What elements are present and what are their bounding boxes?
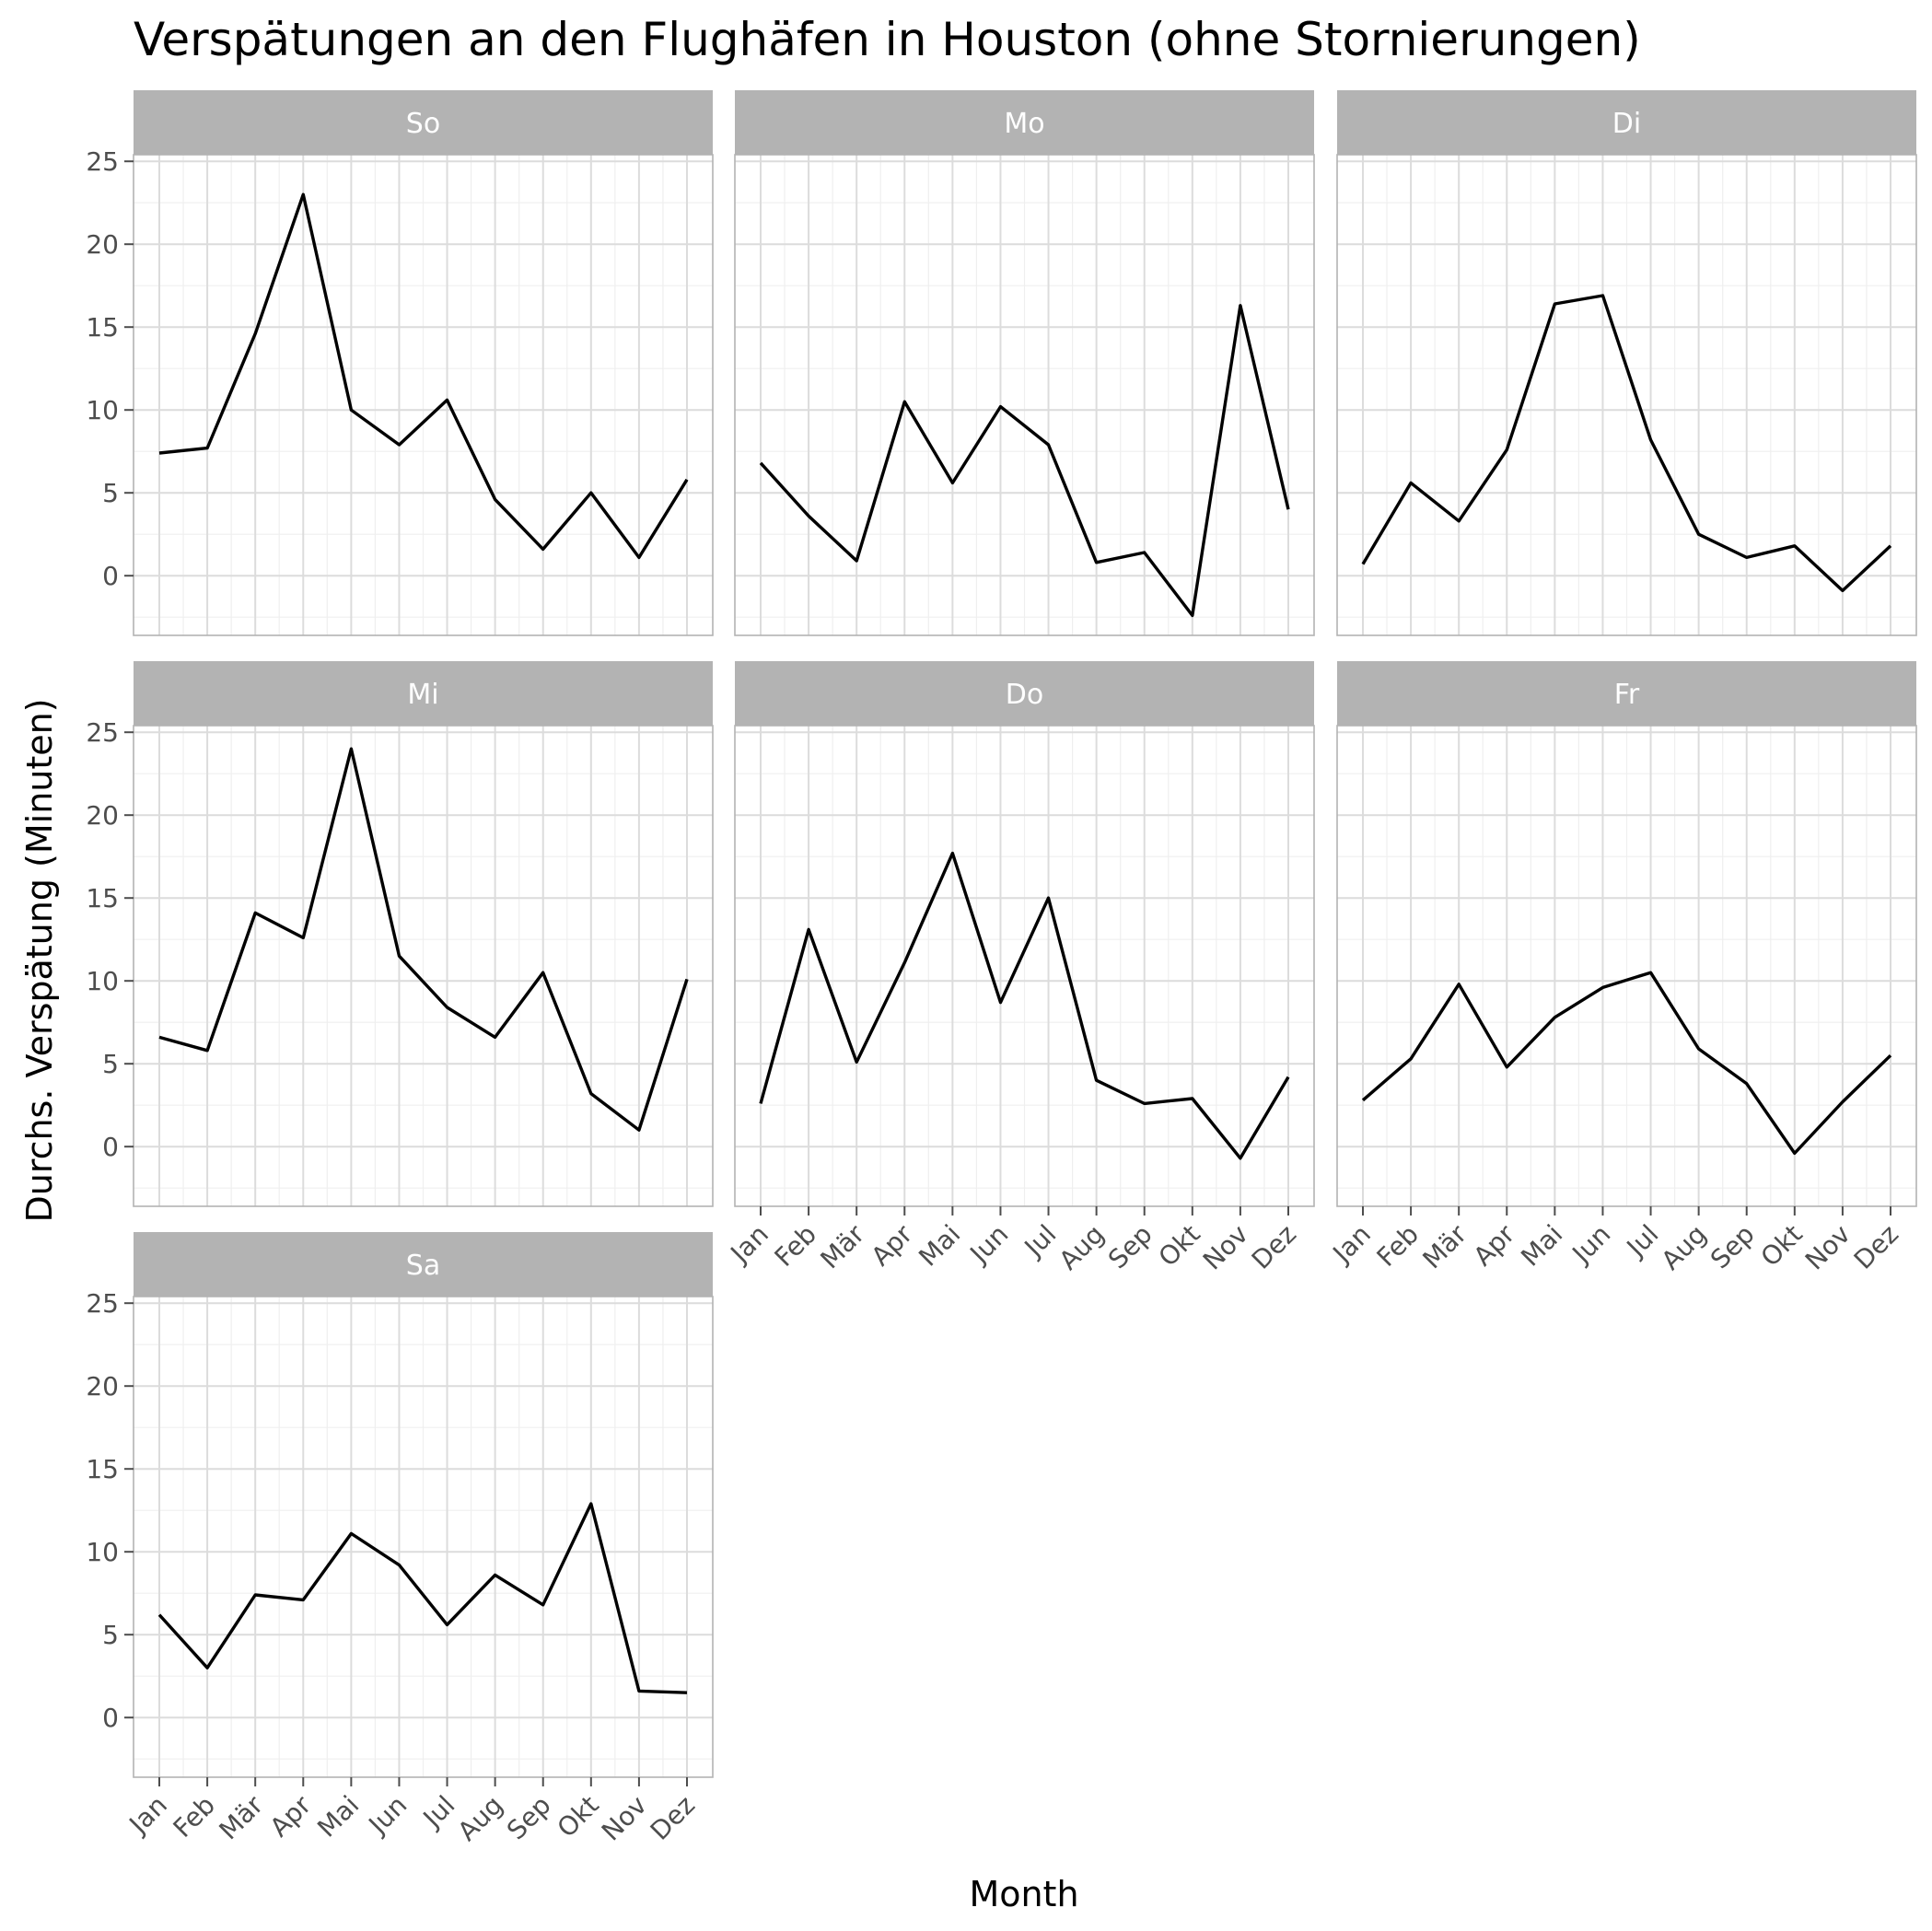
- series-line-di: [1361, 294, 1892, 593]
- y-tick-label: 5: [102, 478, 119, 508]
- x-tick-label: Feb: [1371, 1219, 1425, 1273]
- y-tick-label: 15: [86, 312, 119, 343]
- x-tick-label: Mär: [1416, 1218, 1472, 1274]
- panel-sa-strip-label: Sa: [406, 1250, 440, 1282]
- x-tick-label: Aug: [1656, 1219, 1713, 1276]
- y-tick-label: 15: [86, 883, 119, 913]
- panel-mi-strip: [134, 661, 713, 726]
- panel-sa-strip: [134, 1232, 713, 1297]
- panel-mo-strip-label: Mo: [1004, 108, 1044, 140]
- panel-so-strip-label: So: [406, 108, 440, 140]
- panel-do-border: [734, 725, 1315, 1207]
- x-tick-label: Jan: [122, 1790, 173, 1841]
- series-line-sa: [157, 1502, 688, 1694]
- x-tick-label: Jun: [1565, 1219, 1617, 1271]
- panel-mi-strip-label: Mi: [407, 679, 438, 711]
- x-tick-label: Jan: [724, 1219, 774, 1270]
- x-tick-label: Mär: [213, 1789, 269, 1845]
- series-line-so: [158, 192, 689, 560]
- y-tick-label: 25: [86, 717, 119, 748]
- x-tick-label: Sep: [1102, 1219, 1158, 1275]
- x-tick-label: Sep: [1705, 1219, 1761, 1275]
- y-tick-label: 5: [102, 1049, 119, 1079]
- series-line-do: [759, 851, 1290, 1160]
- panel-fr-strip: [1337, 661, 1916, 726]
- y-tick-label: 25: [86, 146, 119, 177]
- x-tick-label: Aug: [452, 1790, 509, 1847]
- x-tick-label: Nov: [1197, 1219, 1254, 1276]
- x-tick-label: Feb: [168, 1790, 221, 1844]
- x-tick-label: Mai: [913, 1219, 966, 1273]
- x-tick-label: Nov: [596, 1790, 653, 1847]
- panel-di-border: [1336, 154, 1917, 636]
- chart-title: Verspätungen an den Flughäfen in Houston…: [134, 13, 1641, 66]
- panel-mi: Mi 0 5 10 15 20 25: [86, 661, 714, 1207]
- y-tick-label: 0: [102, 561, 119, 591]
- x-tick-label: Okt: [1755, 1219, 1809, 1273]
- panel-so: So 0 5 10 15 20 25: [86, 90, 714, 636]
- y-tick-label: 10: [86, 395, 119, 425]
- x-tick-label: Apr: [866, 1218, 919, 1272]
- x-tick-label: Feb: [769, 1219, 822, 1273]
- y-tick-label: 20: [86, 1371, 119, 1402]
- panel-mo-border: [734, 154, 1315, 636]
- x-tick-label: Jun: [963, 1219, 1015, 1271]
- panel-fr-border: [1336, 725, 1917, 1207]
- x-tick-label: Dez: [645, 1790, 701, 1846]
- x-tick-label: Mai: [1515, 1219, 1568, 1273]
- x-tick-label: Sep: [501, 1790, 557, 1846]
- x-tick-label: Jan: [1326, 1219, 1377, 1270]
- x-tick-label: Okt: [552, 1790, 605, 1844]
- panel-mi-border: [133, 725, 714, 1207]
- x-tick-label: Jun: [362, 1790, 413, 1842]
- series-line-mi: [158, 747, 689, 1132]
- panel-di-strip: [1337, 90, 1916, 155]
- x-tick-label: Mär: [814, 1218, 870, 1274]
- panel-di-strip-label: Di: [1612, 108, 1641, 140]
- panel-fr-strip-label: Fr: [1614, 679, 1640, 711]
- panel-so-border: [133, 154, 714, 636]
- panel-di: Di: [1336, 90, 1917, 636]
- y-tick-label: 15: [86, 1454, 119, 1484]
- series-line-fr: [1361, 971, 1892, 1156]
- x-tick-label: Aug: [1053, 1219, 1111, 1276]
- y-tick-label: 5: [102, 1620, 119, 1650]
- y-tick-label: 10: [86, 966, 119, 996]
- y-tick-label: 0: [102, 1132, 119, 1162]
- x-axis-title: Month: [969, 1874, 1078, 1914]
- x-tick-label: Nov: [1799, 1219, 1856, 1276]
- panel-so-strip: [134, 90, 713, 155]
- x-tick-label: Mai: [311, 1790, 365, 1844]
- y-tick-label: 20: [86, 229, 119, 260]
- panel-do-strip-label: Do: [1006, 679, 1043, 711]
- y-axis-title: Durchs. Verspätung (Minuten): [19, 698, 60, 1222]
- series-line-mo: [759, 304, 1290, 618]
- x-tick-label: Dez: [1246, 1219, 1302, 1275]
- x-tick-label: Apr: [1468, 1218, 1521, 1272]
- y-tick-label: 0: [102, 1703, 119, 1733]
- panel-mo-strip: [735, 90, 1314, 155]
- y-tick-label: 25: [86, 1288, 119, 1319]
- x-tick-label: Dez: [1848, 1219, 1904, 1275]
- y-tick-label: 10: [86, 1537, 119, 1567]
- panel-mo: Mo: [734, 90, 1315, 636]
- y-tick-label: 20: [86, 800, 119, 831]
- panel-sa-border: [133, 1296, 714, 1778]
- x-tick-label: Okt: [1153, 1219, 1206, 1273]
- x-tick-label: Apr: [264, 1789, 318, 1843]
- panel-do-strip: [735, 661, 1314, 726]
